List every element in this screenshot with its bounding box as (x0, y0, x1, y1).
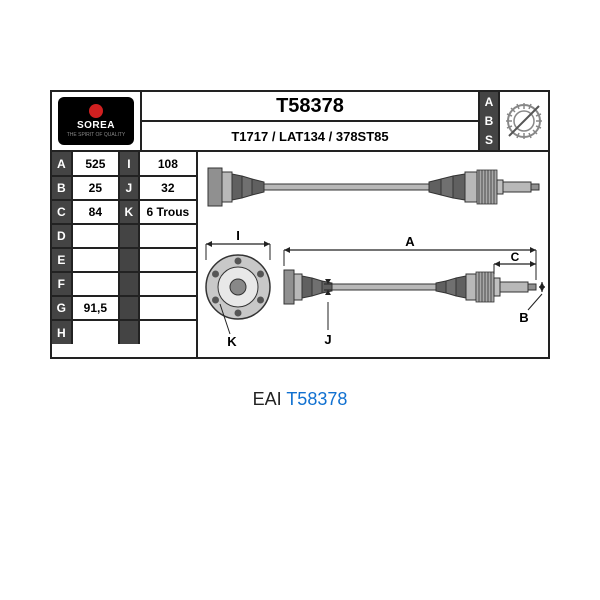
spec-val (139, 272, 196, 296)
brand-tagline: THE SPIRIT OF QUALITY (67, 132, 126, 138)
spec-key: I (119, 152, 139, 176)
abs-b: B (485, 114, 494, 128)
dim-label-a: A (405, 234, 415, 249)
spec-key (119, 272, 139, 296)
dim-label-c: C (511, 250, 520, 264)
body-row: A525I108 B25J32 C84K6 Trous D E F G91,5 … (52, 152, 548, 357)
brand-cell: SOREA THE SPIRIT OF QUALITY (52, 92, 142, 150)
spec-row: C84K6 Trous (52, 200, 196, 224)
spec-val (72, 224, 119, 248)
spec-key: D (52, 224, 72, 248)
shaft-side-view: A C B (284, 234, 545, 347)
spec-key: F (52, 272, 72, 296)
spec-val (72, 272, 119, 296)
driveshaft-diagram: I K (198, 152, 548, 352)
spec-row: B25J32 (52, 176, 196, 200)
brand-dot-icon (89, 104, 103, 118)
abs-a: A (485, 95, 494, 109)
spec-val (139, 296, 196, 320)
spec-key: H (52, 320, 72, 344)
spec-key: B (52, 176, 72, 200)
spec-key: J (119, 176, 139, 200)
spec-row: F (52, 272, 196, 296)
dim-label-k: K (227, 334, 237, 349)
spec-val: 108 (139, 152, 196, 176)
dim-label-i: I (236, 228, 240, 243)
spec-key (119, 320, 139, 344)
spec-val: 525 (72, 152, 119, 176)
spec-val (72, 320, 119, 344)
spec-card: SOREA THE SPIRIT OF QUALITY T58378 T1717… (50, 90, 550, 359)
brand-name: SOREA (77, 120, 115, 131)
cross-references: T1717 / LAT134 / 378ST85 (142, 122, 478, 150)
abs-s: S (485, 133, 493, 147)
brand-badge: SOREA THE SPIRIT OF QUALITY (58, 97, 134, 145)
spec-row: E (52, 248, 196, 272)
spec-key: A (52, 152, 72, 176)
spec-val (72, 248, 119, 272)
spec-val: 6 Trous (139, 200, 196, 224)
spec-key: E (52, 248, 72, 272)
spec-row: D (52, 224, 196, 248)
header-row: SOREA THE SPIRIT OF QUALITY T58378 T1717… (52, 92, 548, 152)
tone-ring-icon (504, 101, 544, 141)
spec-val: 32 (139, 176, 196, 200)
spec-val: 25 (72, 176, 119, 200)
spec-key: G (52, 296, 72, 320)
spec-row: H (52, 320, 196, 344)
spec-key (119, 248, 139, 272)
flange-front-view: I K (206, 228, 270, 349)
dim-label-j: J (324, 332, 331, 347)
footer-maker: EAI (253, 389, 282, 409)
spec-val: 91,5 (72, 296, 119, 320)
part-number: T58378 (142, 92, 478, 122)
spec-val: 84 (72, 200, 119, 224)
spec-key (119, 296, 139, 320)
tone-ring-cell (500, 92, 548, 150)
diagram-area: I K (198, 152, 548, 357)
spec-val (139, 320, 196, 344)
dim-label-b: B (519, 310, 528, 325)
title-cell: T58378 T1717 / LAT134 / 378ST85 (142, 92, 480, 150)
spec-key (119, 224, 139, 248)
spec-val (139, 224, 196, 248)
spec-key: K (119, 200, 139, 224)
abs-label: A B S (480, 92, 500, 150)
spec-key: C (52, 200, 72, 224)
shaft-top-view (208, 168, 539, 206)
spec-table: A525I108 B25J32 C84K6 Trous D E F G91,5 … (52, 152, 198, 357)
footer-part: T58378 (286, 389, 347, 409)
spec-row: G91,5 (52, 296, 196, 320)
spec-val (139, 248, 196, 272)
footer: EAI T58378 (50, 389, 550, 410)
spec-row: A525I108 (52, 152, 196, 176)
